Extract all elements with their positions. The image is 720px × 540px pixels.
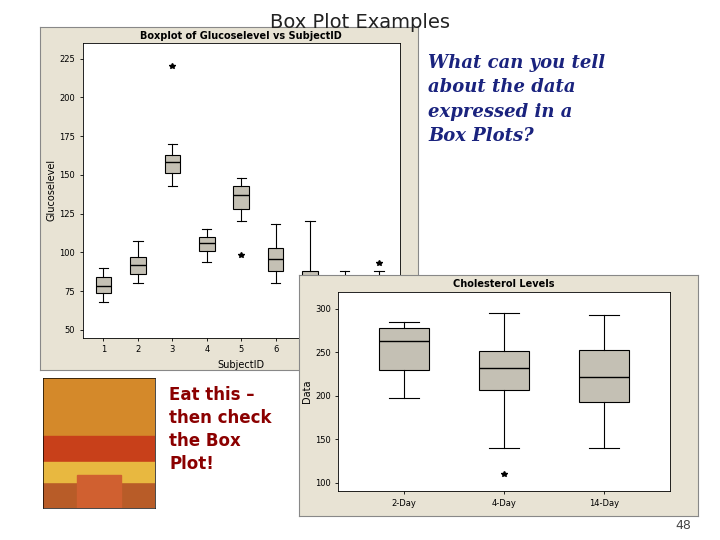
Bar [302, 271, 318, 293]
Bar [130, 257, 145, 274]
Text: Eat this –
then check
the Box
Plot!: Eat this – then check the Box Plot! [169, 386, 271, 473]
Title: Boxplot of Glucoselevel vs SubjectID: Boxplot of Glucoselevel vs SubjectID [140, 31, 342, 41]
Text: 48: 48 [675, 519, 691, 532]
Y-axis label: Glucoselevel: Glucoselevel [47, 159, 56, 221]
Bar [77, 475, 122, 508]
X-axis label: SubjectID: SubjectID [217, 360, 265, 370]
Bar [43, 462, 155, 482]
Bar [580, 350, 629, 402]
Text: Box Plot Examples: Box Plot Examples [270, 14, 450, 32]
Bar [337, 277, 352, 289]
Bar [96, 277, 111, 293]
Bar [372, 280, 387, 293]
Title: Cholesterol Levels: Cholesterol Levels [454, 279, 554, 289]
Bar [199, 237, 215, 251]
Bar [43, 378, 155, 436]
Bar [479, 350, 529, 390]
Bar [233, 186, 249, 209]
Bar [379, 328, 428, 370]
Text: What can you tell
about the data
expressed in a
Box Plots?: What can you tell about the data express… [428, 54, 606, 145]
Y-axis label: Data: Data [302, 380, 312, 403]
Bar [268, 248, 284, 271]
Bar [43, 436, 155, 462]
Bar [165, 155, 180, 173]
